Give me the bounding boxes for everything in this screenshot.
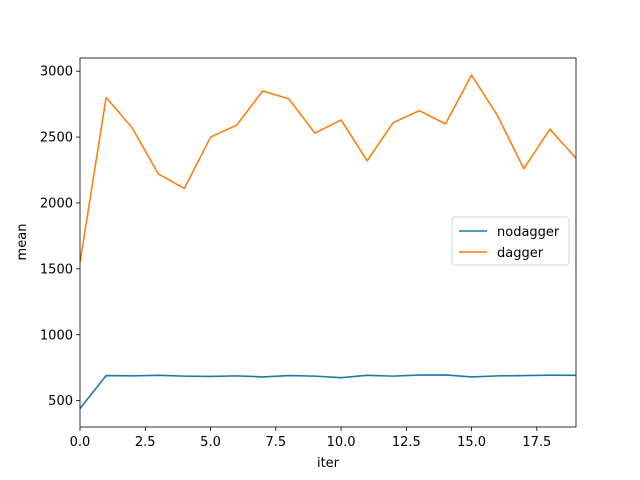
x-tick-label: 12.5 bbox=[392, 435, 421, 450]
x-tick-label: 10.0 bbox=[327, 435, 356, 450]
y-axis-ticks: 500 1000 1500 2000 2500 3000 bbox=[40, 65, 80, 409]
x-tick-label: 17.5 bbox=[522, 435, 551, 450]
x-axis-label: iter bbox=[317, 456, 340, 471]
x-tick-label: 2.5 bbox=[135, 435, 156, 450]
series-line-dagger bbox=[80, 74, 576, 263]
series-line-nodagger bbox=[80, 374, 576, 410]
y-axis-label: mean bbox=[15, 224, 30, 261]
x-tick-label: 15.0 bbox=[457, 435, 486, 450]
series-layer bbox=[80, 74, 576, 410]
y-tick-label: 3000 bbox=[40, 65, 73, 80]
legend: nodagger dagger bbox=[451, 216, 570, 266]
y-tick-label: 2500 bbox=[40, 131, 73, 146]
legend-label-nodagger: nodagger bbox=[497, 225, 560, 240]
x-tick-label: 7.5 bbox=[265, 435, 286, 450]
y-tick-label: 500 bbox=[48, 394, 73, 409]
y-tick-label: 1000 bbox=[40, 328, 73, 343]
x-tick-label: 0.0 bbox=[70, 435, 91, 450]
legend-box bbox=[451, 216, 570, 266]
x-tick-label: 5.0 bbox=[200, 435, 221, 450]
y-tick-label: 1500 bbox=[40, 262, 73, 277]
x-axis-ticks: 0.0 2.5 5.0 7.5 10.0 12.5 15.0 17.5 bbox=[70, 427, 551, 450]
legend-label-dagger: dagger bbox=[497, 246, 544, 261]
plot-frame bbox=[79, 57, 577, 428]
y-tick-label: 2000 bbox=[40, 196, 73, 211]
